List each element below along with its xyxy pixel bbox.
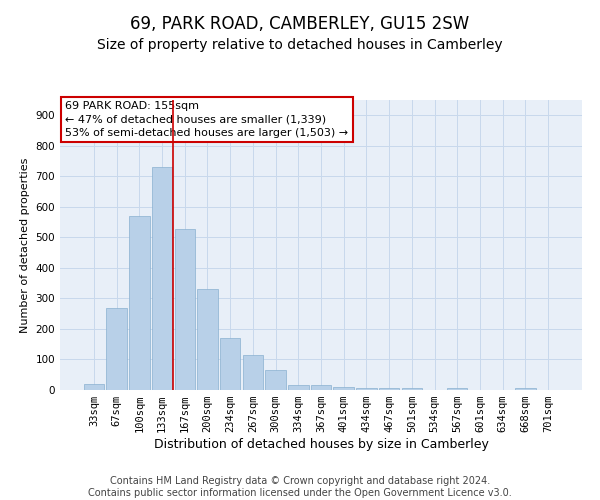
Text: Size of property relative to detached houses in Camberley: Size of property relative to detached ho… [97,38,503,52]
Bar [220,338,241,390]
Bar [288,384,308,390]
X-axis label: Distribution of detached houses by size in Camberley: Distribution of detached houses by size … [154,438,488,451]
Bar [334,387,354,390]
Bar [197,290,218,390]
Bar [447,388,467,390]
Bar [175,229,195,390]
Text: Contains HM Land Registry data © Crown copyright and database right 2024.
Contai: Contains HM Land Registry data © Crown c… [88,476,512,498]
Y-axis label: Number of detached properties: Number of detached properties [20,158,30,332]
Bar [265,370,286,390]
Bar [401,388,422,390]
Bar [84,384,104,390]
Bar [242,355,263,390]
Bar [311,384,331,390]
Bar [379,388,400,390]
Text: 69 PARK ROAD: 155sqm
← 47% of detached houses are smaller (1,339)
53% of semi-de: 69 PARK ROAD: 155sqm ← 47% of detached h… [65,102,349,138]
Bar [356,388,377,390]
Text: 69, PARK ROAD, CAMBERLEY, GU15 2SW: 69, PARK ROAD, CAMBERLEY, GU15 2SW [130,15,470,33]
Bar [129,216,149,390]
Bar [106,308,127,390]
Bar [152,166,172,390]
Bar [515,388,536,390]
